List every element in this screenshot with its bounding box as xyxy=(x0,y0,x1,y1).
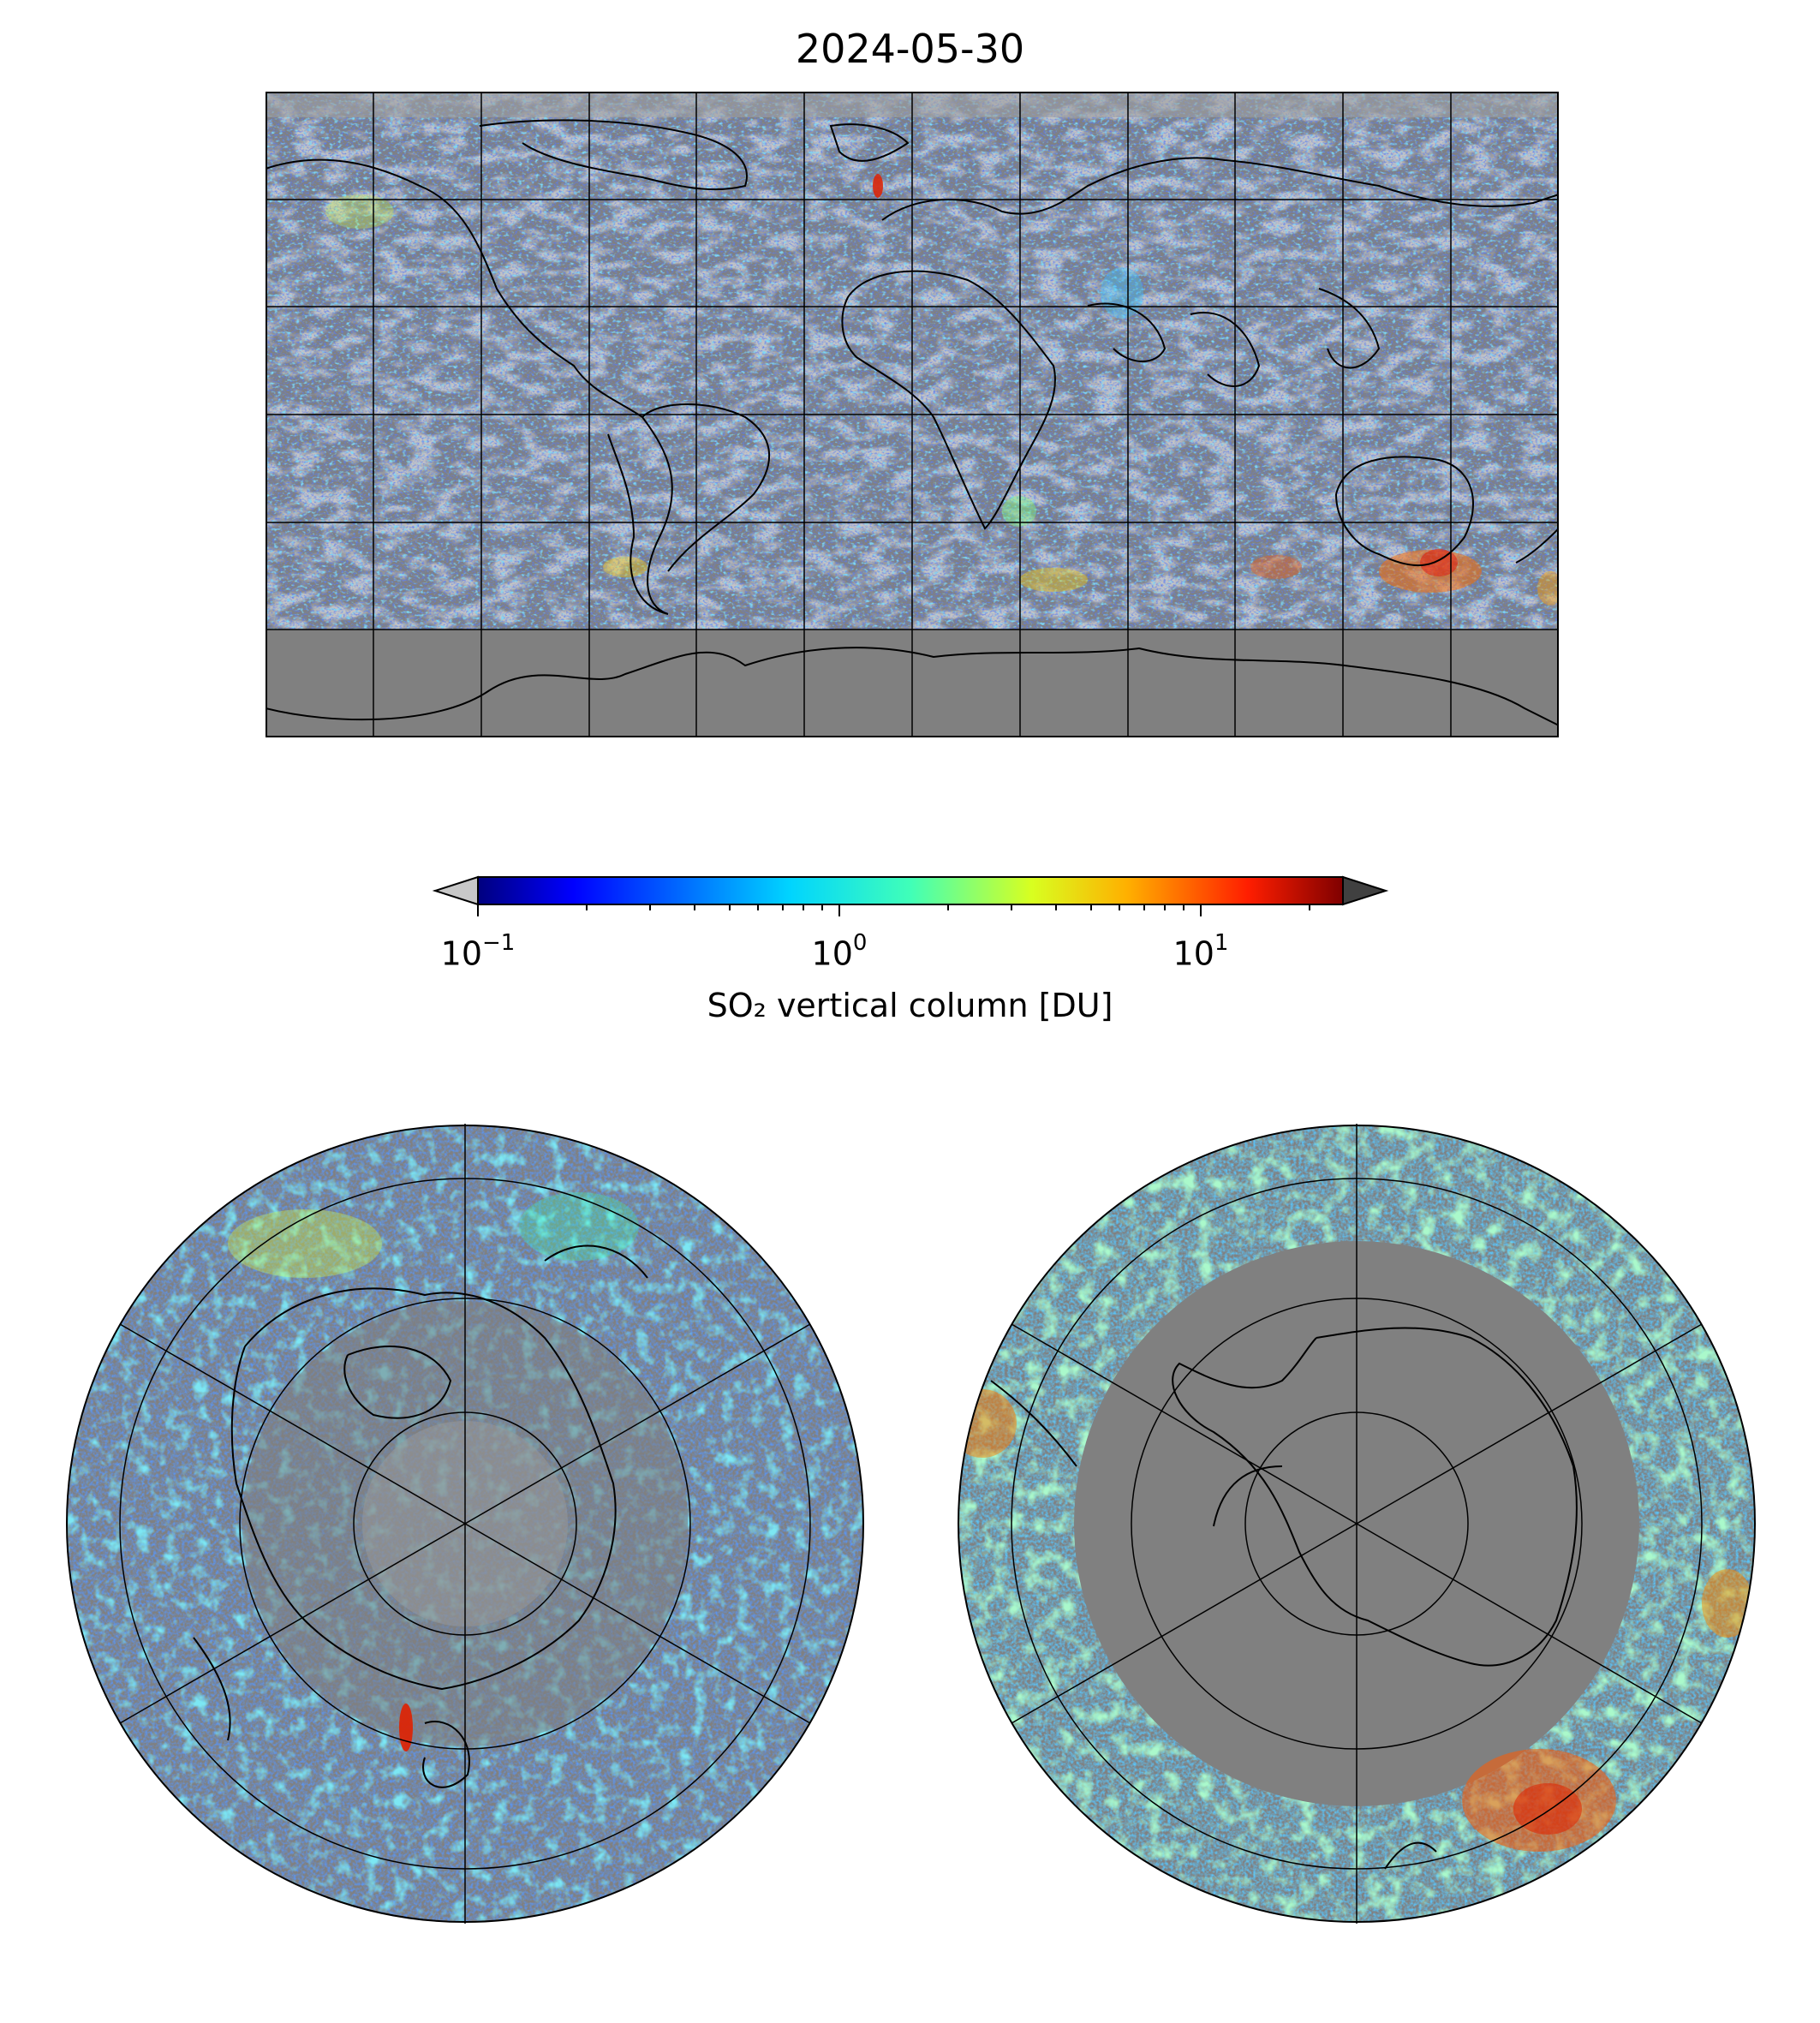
map-frame xyxy=(66,1125,864,1923)
colorbar-over-extension xyxy=(1342,875,1389,906)
colorbar-tick-label: 101 xyxy=(1173,930,1229,973)
colorbar-gradient xyxy=(478,877,1343,904)
colorbar-tick-label: 100 xyxy=(811,930,868,973)
colorbar-under-extension xyxy=(432,875,479,906)
so2-hotspots xyxy=(325,174,1559,606)
colorbar xyxy=(432,875,1389,916)
world-map xyxy=(266,92,1559,737)
colorbar-ticks xyxy=(477,904,1310,916)
graticule xyxy=(1011,1124,1703,1924)
colorbar-tick-label: 10−1 xyxy=(440,930,516,973)
south-polar-map xyxy=(958,1124,1756,1924)
north-polar-map xyxy=(66,1124,864,1924)
map-frame xyxy=(958,1125,1756,1923)
graticule xyxy=(119,1124,811,1924)
graticule xyxy=(266,92,1559,737)
map-frame xyxy=(266,92,1559,737)
coastlines xyxy=(266,119,1559,726)
colorbar-label: SO₂ vertical column [DU] xyxy=(707,987,1113,1024)
figure-title: 2024-05-30 xyxy=(795,26,1025,72)
